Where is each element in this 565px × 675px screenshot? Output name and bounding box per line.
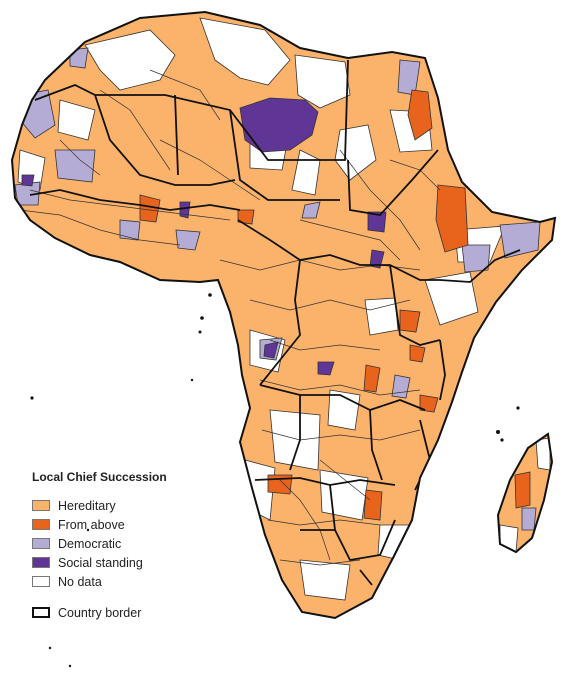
- country-borders: [29, 59, 521, 586]
- madagascar-outline: [496, 432, 554, 554]
- legend-item-no-data: No data: [32, 572, 222, 591]
- legend-item-social-standing: Social standing: [32, 553, 222, 572]
- legend-label-country-border: Country border: [58, 605, 142, 620]
- legend-swatch-social-standing: [32, 557, 50, 568]
- legend-label-no-data: No data: [58, 574, 102, 589]
- legend-item-democratic: Democratic: [32, 534, 222, 553]
- legend-label-social-standing: Social standing: [58, 555, 143, 570]
- madagascar-from-above: [514, 471, 531, 509]
- legend-item-from-above: From above: [32, 515, 222, 534]
- small-islands: [30, 293, 520, 668]
- legend-swatch-hereditary: [32, 500, 50, 511]
- legend-label-hereditary: Hereditary: [58, 498, 116, 513]
- from-above-regions: [139, 89, 469, 521]
- legend-label-from-above: From above: [58, 517, 125, 532]
- madagascar-no-data-north: [535, 437, 551, 471]
- africa-landmass: [12, 12, 555, 618]
- subregion-lines: [19, 69, 441, 566]
- legend-swatch-country-border: [32, 607, 50, 618]
- legend-swatch-from-above: [32, 519, 50, 530]
- legend-swatch-no-data: [32, 576, 50, 587]
- legend-swatch-democratic: [32, 538, 50, 549]
- legend-label-democratic: Democratic: [58, 536, 122, 551]
- legend: Local Chief Succession Hereditary From a…: [32, 470, 222, 622]
- legend-title: Local Chief Succession: [32, 470, 167, 484]
- madagascar-democratic: [521, 507, 537, 531]
- legend-item-country-border: Country border: [32, 603, 222, 622]
- africa-outline: [10, 10, 557, 620]
- legend-item-hereditary: Hereditary: [32, 496, 222, 515]
